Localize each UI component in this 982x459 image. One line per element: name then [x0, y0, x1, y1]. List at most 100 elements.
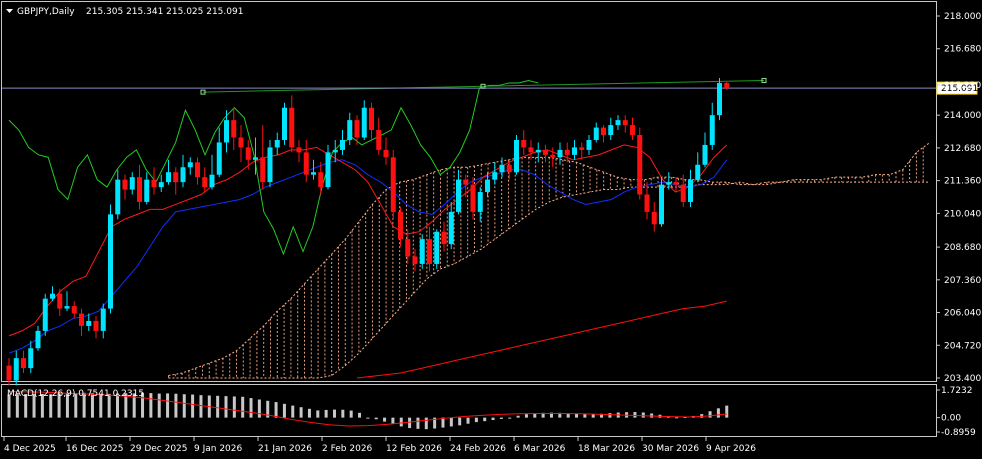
x-tick-label: 9 Apr 2026 [706, 444, 756, 454]
macd-bar [307, 408, 311, 418]
macd-bar [57, 393, 61, 418]
candle-body [238, 137, 244, 148]
candle-body [398, 211, 403, 240]
macd-bar [182, 394, 186, 418]
macd-bar [424, 417, 428, 430]
candle-body [528, 147, 534, 153]
macd-bar [708, 411, 712, 418]
macd-bar [683, 416, 687, 418]
macd-bar [416, 417, 420, 429]
macd-bar [282, 403, 286, 418]
candle-body [187, 162, 193, 168]
candle-body [680, 184, 686, 202]
macd-bar [74, 393, 78, 418]
macd-bar [675, 417, 679, 419]
candle-body [615, 120, 621, 126]
candle-body [601, 127, 606, 136]
macd-bar [232, 396, 236, 418]
candle-body [709, 115, 715, 145]
x-tick-label: 2 Feb 2026 [322, 444, 373, 454]
macd-bar [149, 393, 153, 418]
macd-bar [7, 394, 11, 418]
trendline[interactable] [202, 79, 765, 93]
candle-body [630, 125, 635, 136]
macd-bar [199, 395, 203, 418]
candle-body [245, 147, 251, 160]
macd-bar [499, 417, 503, 419]
candle-body [340, 139, 345, 150]
macd-bar [132, 393, 136, 418]
macd-bar [257, 399, 261, 418]
y-tick-label: 204.720 [944, 341, 981, 351]
candle-body [485, 179, 490, 193]
candle-body [28, 348, 34, 369]
senkou-span-a [168, 142, 931, 377]
macd-bar [224, 396, 228, 418]
x-tick-label: 29 Dec 2025 [130, 444, 188, 454]
candle-body [376, 130, 382, 150]
macd-bar [266, 400, 270, 418]
macd-label: MACD(12,26,9) 0.7541 0.2315 [7, 389, 144, 399]
macd-bar [716, 408, 720, 418]
trendline-handle[interactable] [761, 77, 767, 83]
candle-body [129, 177, 135, 190]
macd-bar [249, 398, 253, 418]
candle-body [13, 358, 19, 381]
macd-bar [15, 394, 19, 418]
moving-average-line [356, 300, 727, 379]
y-tick-label: 210.040 [944, 209, 981, 219]
macd-bar [324, 409, 328, 418]
macd-bar [349, 410, 353, 418]
candle-body [108, 214, 113, 309]
candle-body [202, 177, 208, 188]
candle-body [383, 149, 389, 158]
candle-body [289, 107, 295, 148]
candle-body [369, 107, 374, 131]
candle-body [622, 120, 628, 126]
candle-body [441, 231, 447, 245]
macd-bar [24, 394, 28, 418]
candle-body [550, 154, 556, 158]
candle-body [521, 139, 527, 148]
candle-body [695, 164, 701, 180]
macd-bar [157, 393, 161, 418]
x-tick-label: 30 Mar 2026 [642, 444, 699, 454]
candle-body [608, 125, 614, 136]
candle-body [303, 152, 309, 175]
macd-axis: 1.7232 0.00 -0.8959 [936, 386, 976, 438]
macd-bar [533, 413, 537, 418]
time-axis: 4 Dec 2025 16 Dec 2025 29 Dec 2025 9 Jan 20… [3, 437, 756, 454]
candle-body [492, 172, 498, 180]
macd-bar [600, 413, 604, 418]
candle-body [267, 147, 273, 183]
moving-average-layer [356, 300, 727, 379]
candle-body [151, 179, 157, 188]
macd-bar [641, 412, 645, 418]
candle-body [209, 174, 215, 188]
y-tick-label: 207.360 [944, 276, 981, 286]
candle-body [173, 172, 179, 183]
macd-bar [299, 407, 303, 418]
candle-body [688, 179, 693, 202]
candle-body [477, 192, 483, 212]
symbol-menu-triangle-icon[interactable] [6, 9, 13, 13]
macd-bar [524, 414, 528, 418]
macd-bar [441, 417, 445, 428]
macd-bar [483, 417, 487, 422]
macd-tick-label: 1.7232 [941, 386, 973, 396]
candle-body [717, 82, 722, 116]
candle-body [64, 306, 70, 309]
candle-body [361, 107, 367, 138]
trendline-handle[interactable] [200, 89, 206, 95]
candle-body [673, 182, 679, 185]
senkou-span-b [168, 181, 930, 379]
candle-body [702, 144, 708, 165]
trendline-layer[interactable] [200, 77, 767, 95]
candle-body [137, 177, 142, 202]
macd-bar [491, 417, 495, 421]
macd-bar [558, 412, 562, 418]
macd-bar [391, 417, 395, 425]
x-tick-label: 18 Mar 2026 [578, 444, 635, 454]
